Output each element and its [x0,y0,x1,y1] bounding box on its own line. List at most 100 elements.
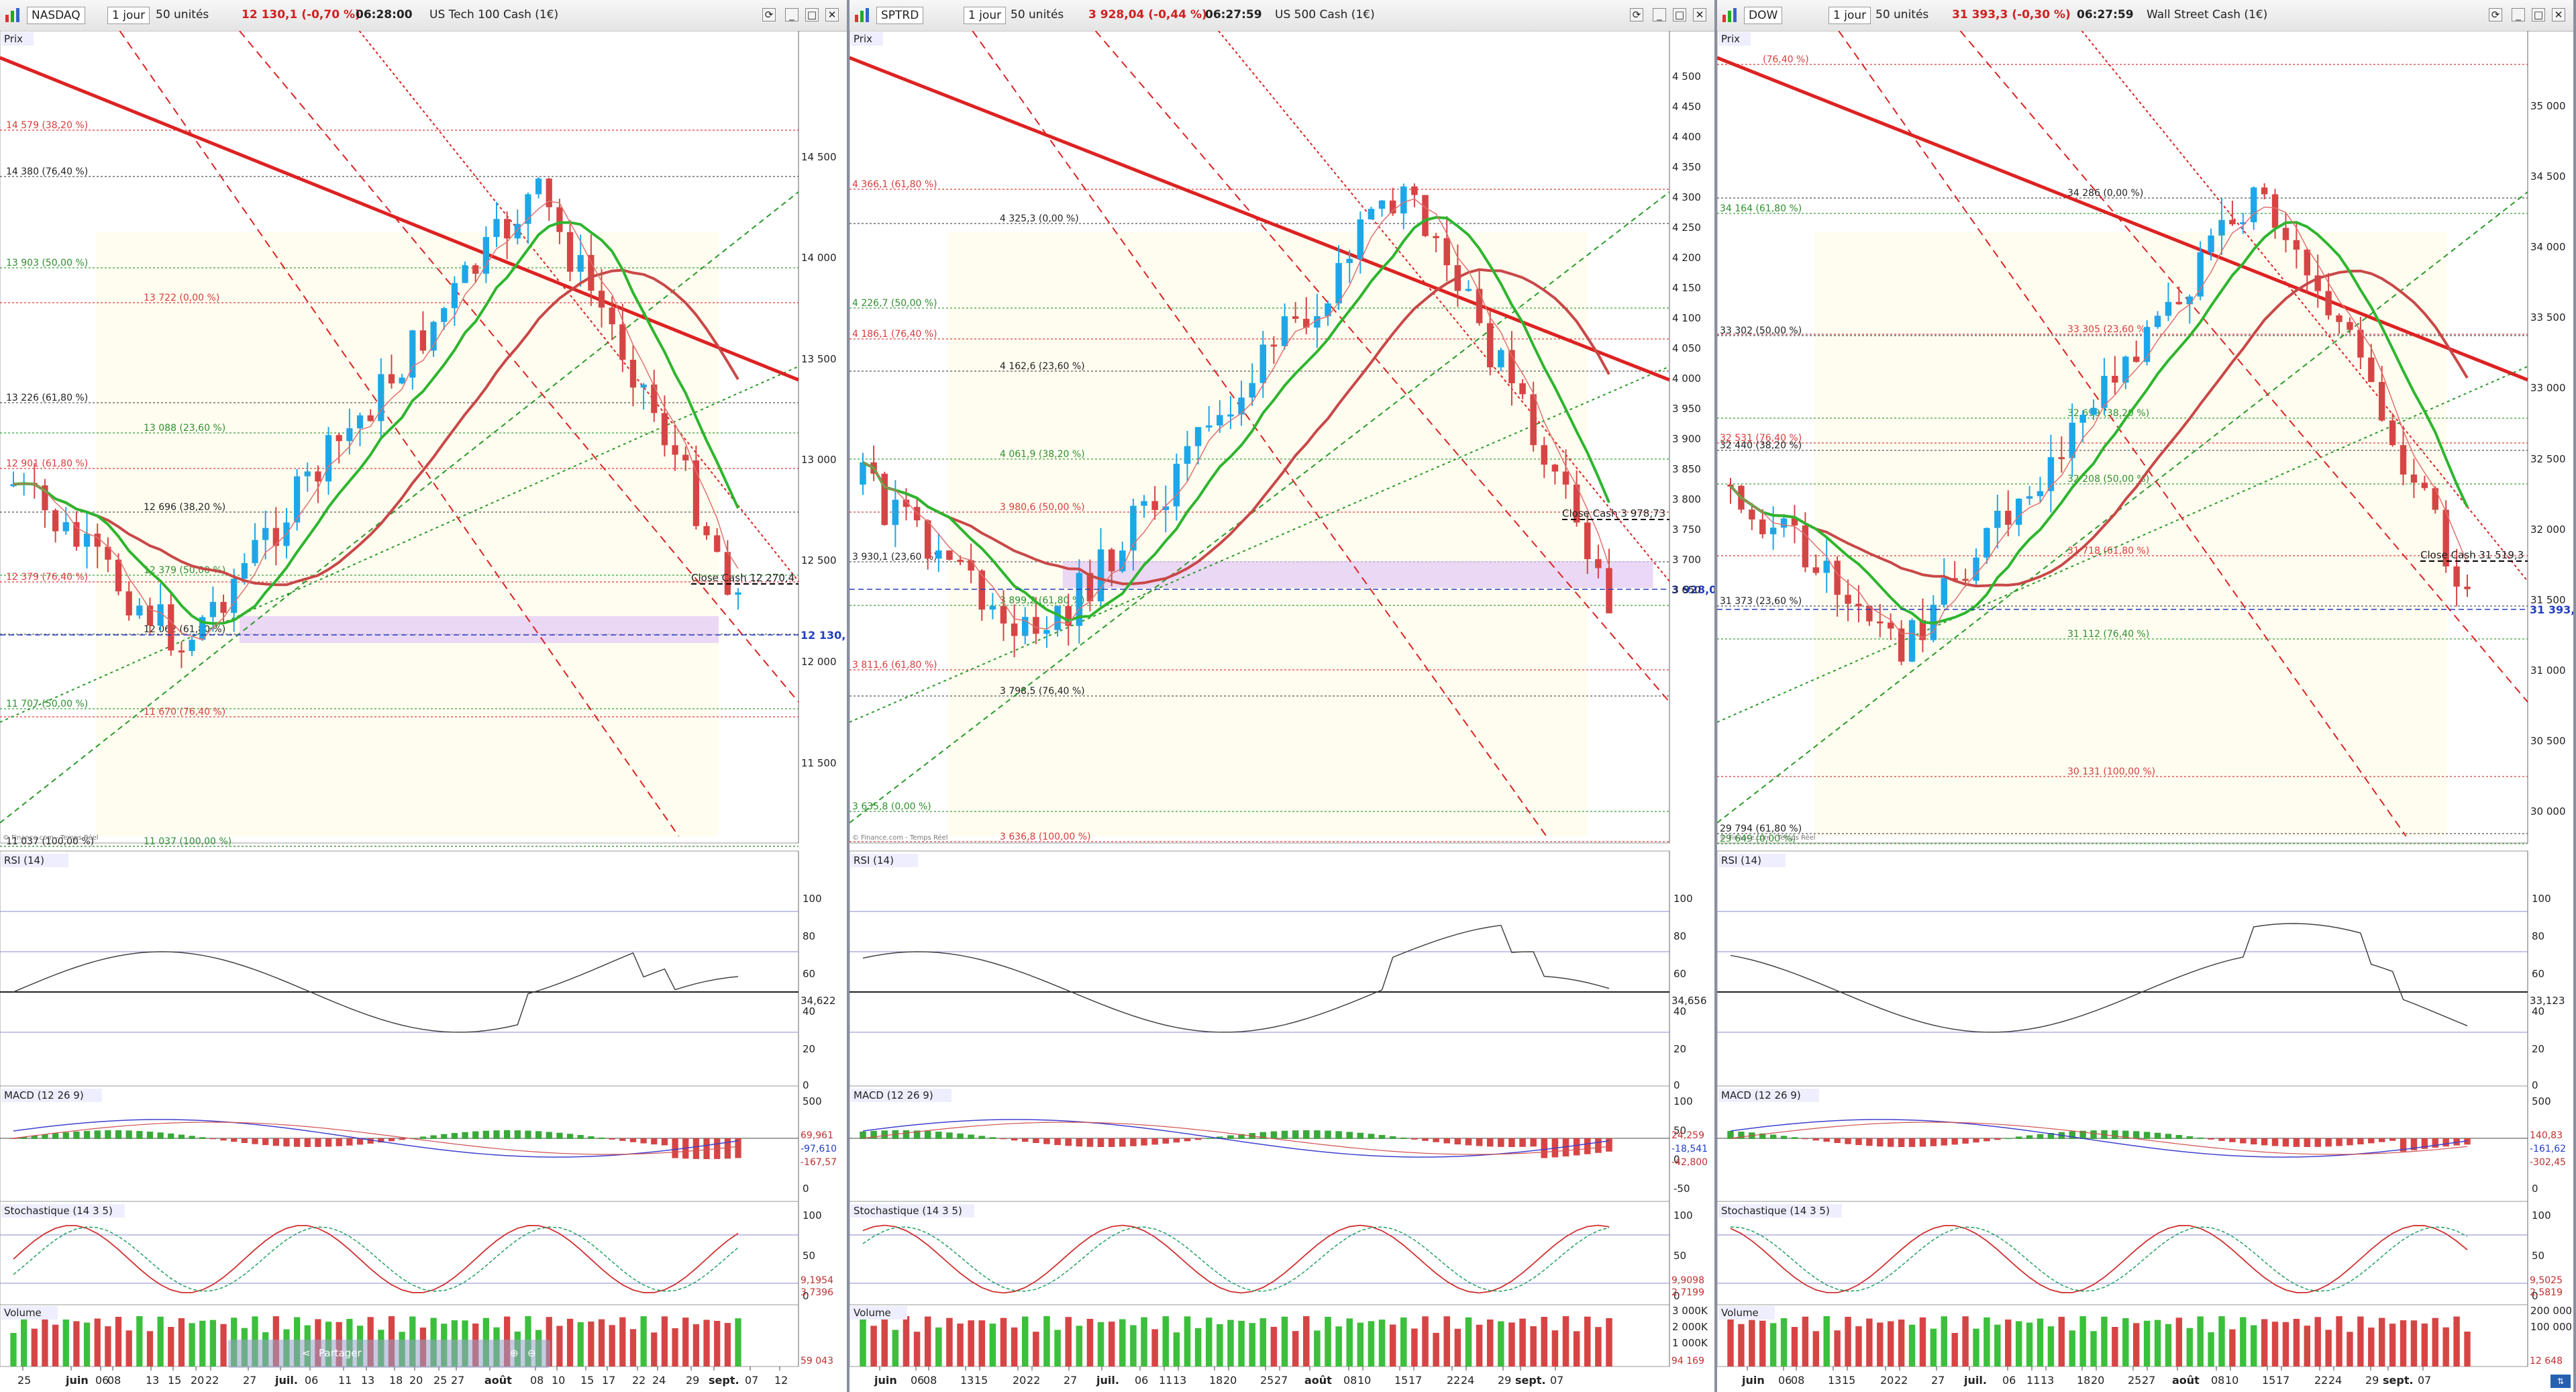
corner-icon[interactable]: ⇅ [2551,1375,2571,1388]
candle-body [399,377,405,384]
zoom-icon[interactable]: ⊕ [510,1347,519,1359]
chart-app-icon[interactable] [4,6,21,23]
macd-bar [1812,1138,1820,1141]
rsi-tick: 100 [1673,893,1693,905]
candle-body [2240,222,2247,225]
minimize-icon[interactable]: _ [1653,8,1666,21]
close-cash-label: Close Cash 12 270,4 [691,572,794,584]
last-price: 3 928,04 (-0,44 %) [1088,8,1207,21]
close-icon[interactable]: ✕ [2552,8,2565,21]
macd-title: MACD (12 26 9) [854,1089,933,1101]
units-selector[interactable]: 50 unités [156,8,209,21]
macd-bar [1994,1138,2001,1140]
candle-body [1335,262,1342,304]
chart-canvas[interactable]: 4 366,1 (61,80 %) 4 325,3 (0,00 %) 4 226,7… [849,31,1717,1392]
close-icon[interactable]: ✕ [825,8,839,21]
macd-bar [199,1137,206,1139]
candle-body [1097,549,1104,601]
refresh-icon[interactable]: ⟳ [2489,8,2502,21]
x-tick-label: 18 [2077,1374,2090,1387]
candle-body [609,307,615,325]
rsi-line [862,924,1610,1033]
volume-bar [2026,1322,2033,1366]
macd-bar [399,1138,405,1140]
zoom-out-icon[interactable]: ⊖ [527,1347,536,1359]
volume-bar [1141,1317,1147,1366]
chart-panel-sptrd[interactable]: SPTRD 1 jour 50 unités 3 928,04 (-0,44 %) 06… [849,0,1717,1392]
maximize-icon[interactable]: □ [805,8,819,21]
candle-body [430,321,437,351]
stoch-k-line [862,1224,1610,1294]
chart-panel-dow[interactable]: DOW 1 jour 50 unités 31 393,3 (-0,30 %) 06:2… [1717,0,2576,1392]
candle-body [1584,522,1591,560]
chart-app-icon[interactable] [854,6,871,23]
candle-body [419,330,427,351]
candle-body [189,640,195,652]
candle-body [1108,549,1115,572]
fib-label: 3 980,6 (50,00 %) [1000,502,1085,513]
candle-body [2368,357,2375,383]
macd-bar [1834,1138,1841,1144]
share-button[interactable]: Partager [319,1347,362,1359]
y-tick-label: 4 100 [1672,312,1701,324]
moving-average-line [862,198,1610,630]
period-selector[interactable]: 1 jour [1828,7,1871,24]
stoch-tick: 100 [2532,1209,2551,1222]
macd-bar [1595,1138,1602,1153]
maximize-icon[interactable]: □ [1673,8,1686,21]
refresh-icon[interactable]: ⟳ [1630,8,1643,21]
band-shade [947,232,1588,836]
x-tick-label: 07 [1550,1374,1563,1387]
volume-bar [220,1324,227,1366]
volume-bar [1043,1316,1050,1366]
macd-bar [430,1135,437,1139]
minimize-icon[interactable]: _ [2512,8,2525,21]
x-tick-label: 29 [1498,1374,1511,1387]
refresh-icon[interactable]: ⟳ [762,8,776,21]
y-tick-label: 30 500 [2530,735,2566,747]
stoch-tick: 50 [2532,1250,2544,1262]
candle-body [968,560,974,571]
last-price: 31 393,3 (-0,30 %) [1952,8,2071,21]
chart-app-icon[interactable] [1721,6,1739,23]
macd-tick: -50 [1673,1183,1690,1195]
volume-tick: 100 000 [2530,1321,2572,1333]
macd-bar [62,1132,69,1139]
candle-body [2293,240,2300,250]
chart-canvas[interactable]: 14 579 (38,20 %) 14 380 (76,40 %) 13 903 (… [0,31,849,1392]
chart-scroll-toolbar[interactable]: ⋖ Partager ⊕ ⊖ [228,1340,550,1368]
x-tick-label: 06 [911,1374,924,1387]
candle-body [2400,445,2407,475]
volume-bar [73,1321,80,1366]
symbol-selector[interactable]: NASDAQ [27,7,85,24]
symbol-selector[interactable]: DOW [1744,7,1783,24]
candle-body [336,435,342,442]
period-selector[interactable]: 1 jour [964,7,1007,24]
watermark: © Finance.com - Temps Réel [3,834,99,842]
maximize-icon[interactable]: □ [2532,8,2545,21]
macd-line [862,1119,1610,1158]
macd-bar [1606,1138,1612,1152]
chart-panel-nasdaq[interactable]: NASDAQ 1 jour 50 unités 12 130,1 (-0,70 %) 0… [0,0,849,1392]
y-tick-label: 12 000 [801,656,837,668]
chart-canvas[interactable]: (76,40 %) 34 286 (0,00 %) 34 164 (61,80 %)… [1717,31,2576,1392]
x-tick-label: 27 [451,1374,464,1387]
period-selector[interactable]: 1 jour [107,7,150,24]
stoch-tag [1718,1204,1842,1217]
rsi-tick: 60 [803,968,815,980]
macd-bar [2229,1138,2236,1142]
macd-bar [73,1131,80,1139]
macd-bar [136,1131,143,1139]
candle-body [2282,228,2289,240]
symbol-selector[interactable]: SPTRD [876,7,924,24]
macd-bar [325,1138,332,1147]
units-selector[interactable]: 50 unités [1011,8,1064,21]
units-selector[interactable]: 50 unités [1875,8,1929,21]
trend-line [1717,56,2528,382]
share-icon[interactable]: ⋖ [302,1347,311,1359]
volume-bar [2357,1316,2364,1366]
x-tick-label: 29 [686,1374,699,1387]
close-icon[interactable]: ✕ [1693,8,1706,21]
moving-average-line [13,200,739,640]
minimize-icon[interactable]: _ [785,8,798,21]
